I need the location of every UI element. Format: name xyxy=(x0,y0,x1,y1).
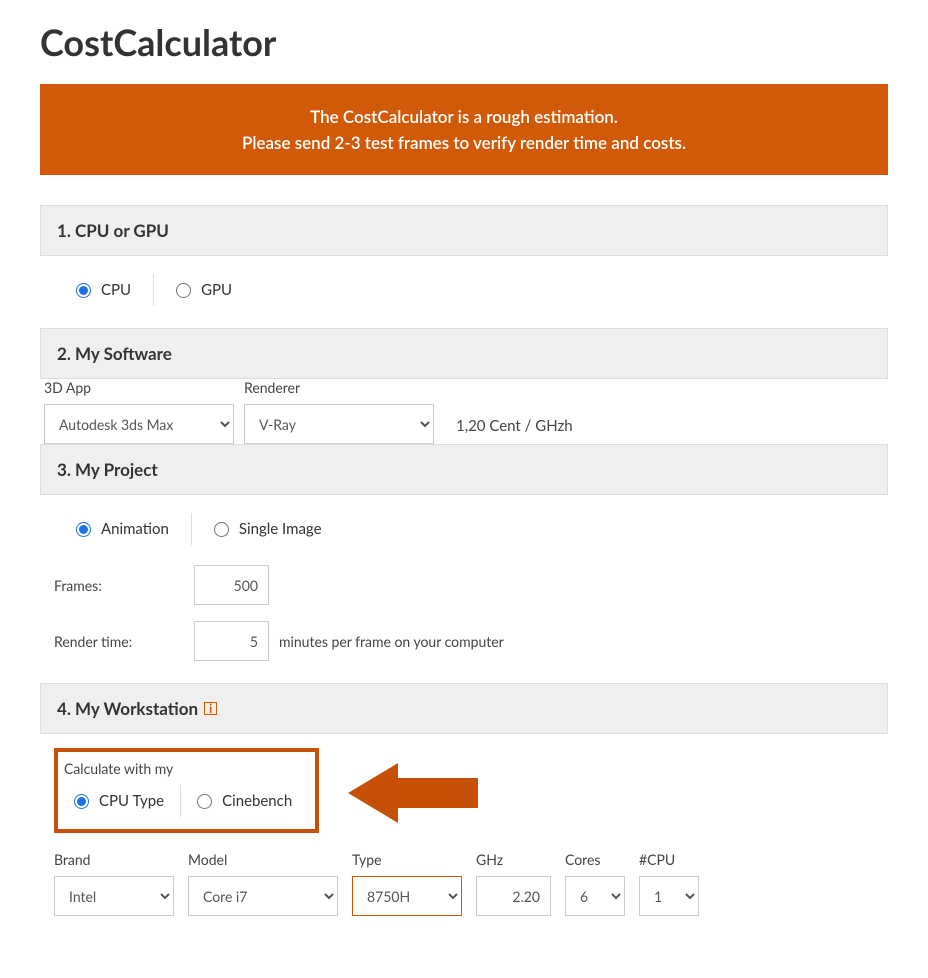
render-time-suffix: minutes per frame on your computer xyxy=(279,633,504,650)
renderer-label: Renderer xyxy=(244,379,434,396)
arrow-icon xyxy=(348,760,498,826)
ghz-label: GHz xyxy=(476,851,551,868)
section1-title: 1. CPU or GPU xyxy=(57,220,169,241)
model-select[interactable]: Core i7 xyxy=(188,876,338,916)
renderer-select[interactable]: V-Ray xyxy=(244,404,434,444)
section4-title: 4. My Workstation xyxy=(57,698,198,719)
cpu-count-label: #CPU xyxy=(639,851,699,868)
radio-single-input[interactable] xyxy=(214,522,229,537)
render-time-label: Render time: xyxy=(54,633,194,650)
radio-gpu-label: GPU xyxy=(201,281,232,299)
radio-gpu-input[interactable] xyxy=(176,283,191,298)
frames-input[interactable] xyxy=(194,565,269,605)
cpu-count-select[interactable]: 1 xyxy=(639,876,699,916)
section1-body: CPU GPU xyxy=(40,256,888,328)
brand-select[interactable]: Intel xyxy=(54,876,174,916)
app-label: 3D App xyxy=(44,379,234,396)
radio-cpu[interactable]: CPU xyxy=(54,277,153,303)
radio-cinebench-input[interactable] xyxy=(197,794,212,809)
render-time-input[interactable] xyxy=(194,621,269,661)
section2-header: 2. My Software xyxy=(40,328,888,379)
page-title: CostCalculator xyxy=(40,20,888,64)
cores-label: Cores xyxy=(565,851,625,868)
price-text: 1,20 Cent / GHzh xyxy=(444,417,573,444)
radio-animation-input[interactable] xyxy=(76,522,91,537)
radio-gpu[interactable]: GPU xyxy=(154,277,254,303)
calc-method-box: Calculate with my CPU Type Cinebench xyxy=(54,748,319,833)
cores-select[interactable]: 6 xyxy=(565,876,625,916)
banner-line1: The CostCalculator is a rough estimation… xyxy=(50,104,878,130)
radio-animation-label: Animation xyxy=(101,520,169,538)
calc-method-label: Calculate with my xyxy=(58,760,315,785)
info-banner: The CostCalculator is a rough estimation… xyxy=(40,84,888,175)
section1-header: 1. CPU or GPU xyxy=(40,205,888,256)
cpu-gpu-radio-group: CPU GPU xyxy=(54,274,874,306)
section4-body: Calculate with my CPU Type Cinebench Bra… xyxy=(40,734,888,938)
radio-single-label: Single Image xyxy=(239,520,322,538)
type-label: Type xyxy=(352,851,462,868)
section3-header: 3. My Project xyxy=(40,444,888,495)
section2-body: 3D App Autodesk 3ds Max Renderer V-Ray 1… xyxy=(40,379,888,444)
radio-cinebench[interactable]: Cinebench xyxy=(181,788,308,814)
radio-single-image[interactable]: Single Image xyxy=(192,516,344,542)
section3-title: 3. My Project xyxy=(57,459,158,480)
radio-animation[interactable]: Animation xyxy=(54,516,191,542)
type-select[interactable]: 8750H xyxy=(352,876,462,916)
workstation-fields: Brand Intel Model Core i7 Type 8750H GHz… xyxy=(54,851,874,916)
section4-header: 4. My Workstation i xyxy=(40,683,888,734)
radio-cinebench-label: Cinebench xyxy=(222,792,292,810)
banner-line2: Please send 2-3 test frames to verify re… xyxy=(50,130,878,156)
radio-cpu-input[interactable] xyxy=(76,283,91,298)
info-icon[interactable]: i xyxy=(204,702,217,715)
ghz-input[interactable] xyxy=(476,876,551,916)
section3-body: Animation Single Image Frames: Render ti… xyxy=(40,495,888,683)
calc-method-radio-group: CPU Type Cinebench xyxy=(58,785,315,817)
radio-cpu-type[interactable]: CPU Type xyxy=(58,788,180,814)
brand-label: Brand xyxy=(54,851,174,868)
frames-label: Frames: xyxy=(54,577,194,594)
model-label: Model xyxy=(188,851,338,868)
radio-cpu-type-label: CPU Type xyxy=(99,792,164,810)
section2-title: 2. My Software xyxy=(57,343,172,364)
radio-cpu-type-input[interactable] xyxy=(74,794,89,809)
radio-cpu-label: CPU xyxy=(101,281,131,299)
project-type-radio-group: Animation Single Image xyxy=(54,513,874,545)
app-select[interactable]: Autodesk 3ds Max xyxy=(44,404,234,444)
